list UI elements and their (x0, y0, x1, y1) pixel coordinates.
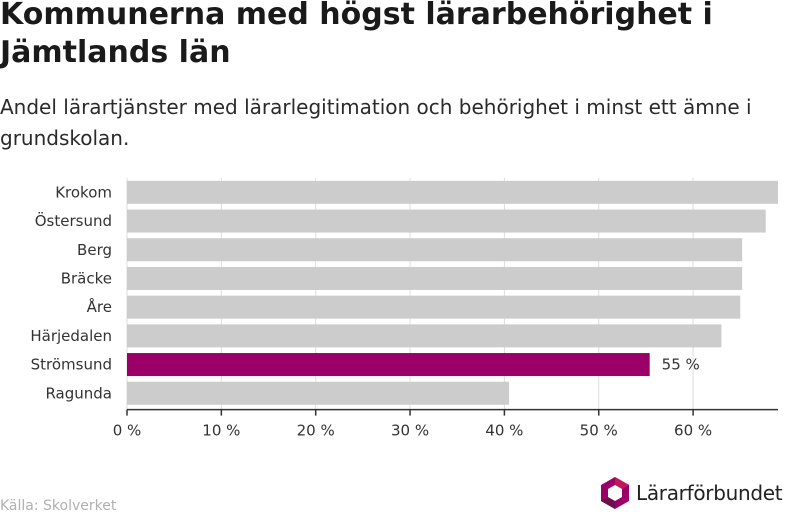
bar (127, 381, 510, 405)
hexagon-logo-icon (601, 477, 629, 509)
bar (127, 324, 722, 348)
x-tick-label: 50 % (580, 422, 618, 440)
x-tick-label: 20 % (297, 422, 335, 440)
x-tick-label: 0 % (113, 422, 142, 440)
logo-text: Lärarförbundet (636, 481, 783, 505)
category-label: Berg (77, 241, 112, 259)
chart-subtitle: Andel lärartjänster med lärarlegitimatio… (0, 95, 752, 150)
source-note: Källa: Skolverket (0, 498, 117, 514)
bar (127, 209, 766, 233)
x-tick-label: 60 % (674, 422, 712, 440)
bar (127, 353, 650, 377)
category-label: Härjedalen (30, 327, 112, 345)
chart-title: Kommunerna med högst lärarbehörighet i J… (0, 0, 713, 70)
lararforbundet-logo: Lärarförbundet (600, 476, 783, 510)
data-label: 55 % (662, 356, 700, 374)
category-label: Strömsund (31, 356, 112, 374)
category-label: Östersund (35, 211, 112, 230)
bar (127, 295, 741, 319)
bar (127, 238, 743, 262)
category-label: Bräcke (61, 269, 112, 287)
x-tick-label: 30 % (391, 422, 429, 440)
category-label: Åre (87, 297, 112, 316)
bar (127, 266, 743, 290)
x-tick-label: 10 % (202, 422, 240, 440)
x-tick-label: 40 % (485, 422, 523, 440)
category-label: Krokom (55, 183, 112, 201)
category-label: Ragunda (45, 384, 112, 402)
bar (127, 180, 778, 204)
bar-chart: Krokom Östersund Berg Bräcke Åre Härjedalen St… (30, 178, 778, 440)
